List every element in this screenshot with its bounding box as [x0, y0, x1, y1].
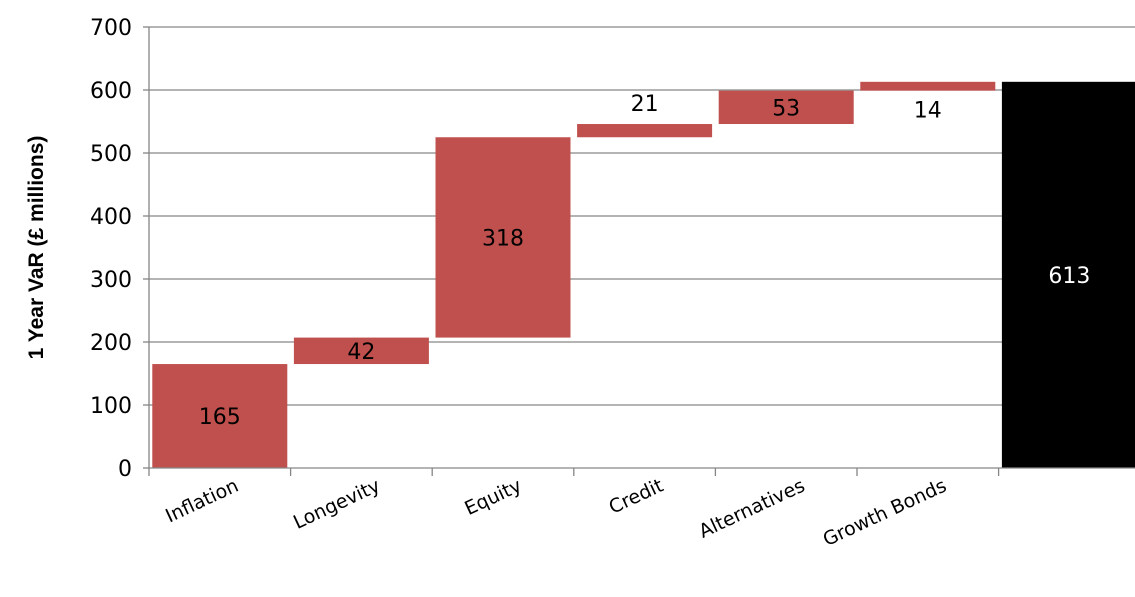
- axes: [148, 27, 1135, 469]
- bar-alternatives: [718, 90, 854, 125]
- data-label: 14: [914, 99, 942, 124]
- y-tick-label: 300: [90, 268, 132, 293]
- bar-equity: [435, 137, 571, 338]
- y-tick-label: 400: [90, 205, 132, 230]
- y-tick-label: 200: [90, 331, 132, 356]
- data-label: 318: [482, 226, 524, 251]
- data-labels: 165 42 318 21 53 14 613: [199, 92, 1091, 430]
- data-label: 42: [347, 340, 375, 365]
- x-tick-label: Alternatives: [696, 475, 809, 543]
- bars: [152, 81, 1135, 468]
- x-tick-label: Credit: [606, 475, 667, 519]
- y-tick-label: 600: [90, 79, 132, 104]
- data-label: 613: [1048, 264, 1090, 289]
- bar-longevity: [293, 337, 429, 365]
- y-axis-title: 1 Year VaR (£ millions): [25, 136, 48, 360]
- y-tick-labels: 0 100 200 300 400 500 600 700: [90, 16, 132, 482]
- bar-inflation: [152, 364, 288, 468]
- x-tick-label: Longevity: [290, 475, 383, 534]
- y-tick-label: 0: [118, 457, 132, 482]
- y-tick-label: 700: [90, 16, 132, 41]
- data-label: 21: [631, 92, 659, 117]
- x-tick-label: Equity: [461, 475, 525, 520]
- x-tick-labels: Inflation Longevity Equity Credit Alternativ…: [162, 475, 950, 551]
- x-tick-label: Inflation: [162, 475, 242, 528]
- bar-credit: [577, 124, 713, 138]
- x-tick-label: Growth Bonds: [820, 475, 950, 551]
- data-label: 165: [199, 405, 241, 430]
- bar-growth-bonds: [860, 81, 996, 91]
- y-tick-label: 500: [90, 142, 132, 167]
- total-bar: [1001, 81, 1135, 468]
- data-label: 53: [772, 96, 800, 121]
- y-tick-label: 100: [90, 394, 132, 419]
